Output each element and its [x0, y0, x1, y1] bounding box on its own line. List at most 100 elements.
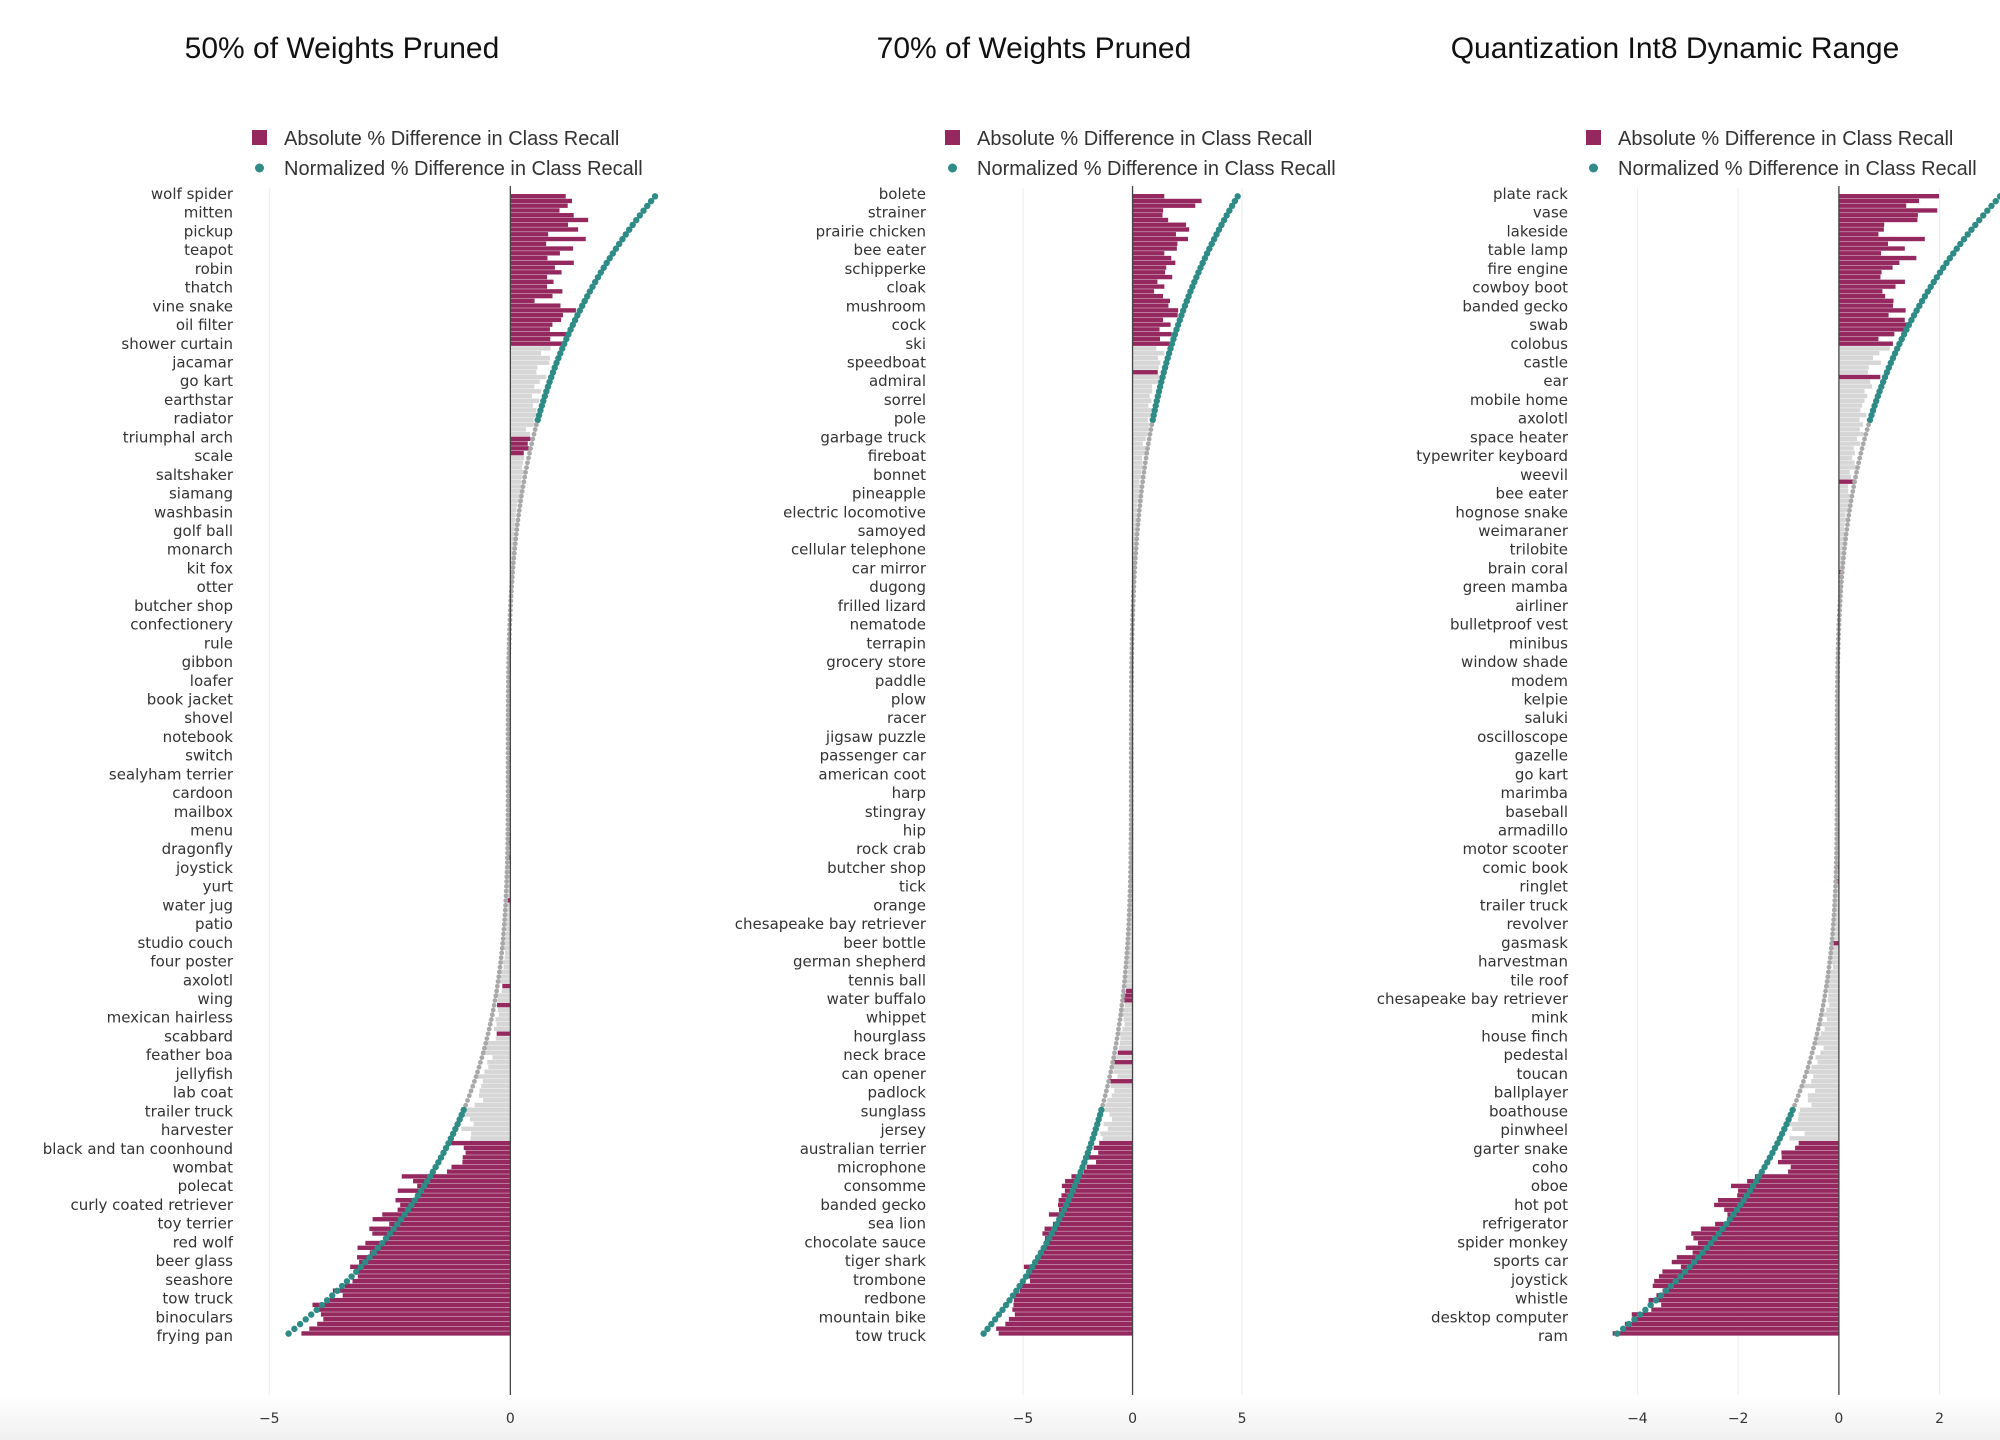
point-normalized[interactable]	[1108, 1069, 1114, 1075]
point-normalized[interactable]	[503, 888, 509, 894]
bar-absolute[interactable]	[413, 1178, 511, 1184]
point-normalized[interactable]	[576, 307, 583, 314]
bar-absolute[interactable]	[510, 251, 560, 256]
bar-absolute[interactable]	[1648, 1297, 1839, 1303]
point-normalized[interactable]	[1112, 1050, 1117, 1056]
point-normalized[interactable]	[506, 669, 511, 675]
point-normalized[interactable]	[1813, 1036, 1819, 1042]
point-normalized[interactable]	[1069, 1187, 1076, 1195]
point-normalized[interactable]	[1832, 888, 1838, 894]
point-normalized[interactable]	[597, 269, 605, 276]
bar-absolute[interactable]	[1013, 1293, 1133, 1298]
bar-absolute[interactable]	[1132, 460, 1143, 465]
point-normalized[interactable]	[454, 1121, 461, 1128]
bar-absolute[interactable]	[510, 217, 589, 223]
bar-absolute[interactable]	[1064, 1188, 1133, 1193]
bar-absolute[interactable]	[1061, 1183, 1133, 1189]
point-normalized[interactable]	[313, 1306, 320, 1314]
point-normalized[interactable]	[505, 703, 511, 708]
point-normalized[interactable]	[1690, 1259, 1698, 1266]
point-normalized[interactable]	[1013, 1287, 1020, 1294]
bar-absolute[interactable]	[1838, 436, 1857, 442]
bar-absolute[interactable]	[1826, 1017, 1839, 1022]
bar-absolute[interactable]	[1685, 1245, 1839, 1250]
point-normalized[interactable]	[498, 955, 504, 961]
bar-absolute[interactable]	[1835, 912, 1839, 917]
point-normalized[interactable]	[505, 788, 511, 794]
point-normalized[interactable]	[1127, 898, 1133, 904]
point-normalized[interactable]	[530, 436, 536, 442]
point-normalized[interactable]	[1151, 407, 1158, 414]
point-normalized[interactable]	[1127, 879, 1133, 884]
bar-absolute[interactable]	[510, 450, 524, 456]
bar-absolute[interactable]	[1838, 474, 1851, 480]
bar-absolute[interactable]	[473, 1121, 511, 1127]
point-normalized[interactable]	[1743, 1192, 1750, 1199]
bar-absolute[interactable]	[1132, 465, 1143, 470]
point-normalized[interactable]	[1119, 1002, 1125, 1008]
point-normalized[interactable]	[513, 531, 519, 537]
bar-absolute[interactable]	[507, 898, 511, 903]
bar-absolute[interactable]	[510, 336, 551, 342]
point-normalized[interactable]	[366, 1254, 373, 1261]
legend-label-normalized[interactable]: Normalized % Difference in Class Recall	[1618, 158, 1977, 180]
point-normalized[interactable]	[479, 1055, 485, 1061]
point-normalized[interactable]	[1118, 1007, 1124, 1013]
point-normalized[interactable]	[1924, 288, 1931, 295]
point-normalized[interactable]	[1699, 1249, 1706, 1256]
point-normalized[interactable]	[502, 917, 508, 923]
bar-absolute[interactable]	[477, 1074, 511, 1079]
bar-absolute[interactable]	[1838, 370, 1868, 375]
bar-absolute[interactable]	[1058, 1198, 1133, 1203]
point-normalized[interactable]	[1837, 603, 1843, 608]
bar-absolute[interactable]	[1815, 1088, 1839, 1093]
bar-absolute[interactable]	[510, 198, 573, 204]
legend-label-absolute[interactable]: Absolute % Difference in Class Recall	[1618, 128, 1953, 150]
point-normalized[interactable]	[1152, 402, 1159, 409]
bar-absolute[interactable]	[1800, 1107, 1839, 1112]
point-normalized[interactable]	[493, 993, 499, 999]
point-normalized[interactable]	[494, 988, 499, 994]
point-normalized[interactable]	[1100, 1102, 1106, 1108]
point-normalized[interactable]	[1062, 1201, 1070, 1209]
point-normalized[interactable]	[475, 1069, 480, 1075]
bar-absolute[interactable]	[1838, 293, 1886, 299]
bar-absolute[interactable]	[1838, 251, 1882, 256]
bar-absolute[interactable]	[1114, 1088, 1133, 1093]
bar-absolute[interactable]	[471, 1131, 511, 1136]
point-normalized[interactable]	[492, 998, 498, 1003]
bar-absolute[interactable]	[1132, 232, 1176, 237]
bar-absolute[interactable]	[1828, 974, 1839, 979]
point-normalized[interactable]	[1037, 1249, 1045, 1256]
bar-absolute[interactable]	[1132, 446, 1148, 451]
point-normalized[interactable]	[1722, 1220, 1730, 1228]
bar-absolute[interactable]	[397, 1188, 511, 1193]
legend-label-absolute[interactable]: Absolute % Difference in Class Recall	[284, 128, 619, 150]
point-normalized[interactable]	[1213, 231, 1220, 238]
bar-absolute[interactable]	[510, 360, 550, 365]
point-normalized[interactable]	[505, 764, 511, 770]
point-normalized[interactable]	[338, 1282, 346, 1290]
bar-absolute[interactable]	[1132, 512, 1137, 518]
point-normalized[interactable]	[1719, 1225, 1726, 1233]
bar-absolute[interactable]	[484, 1050, 511, 1055]
bar-absolute[interactable]	[497, 1002, 511, 1008]
bar-absolute[interactable]	[1102, 1136, 1133, 1141]
bar-absolute[interactable]	[1132, 508, 1140, 513]
point-normalized[interactable]	[1795, 1093, 1801, 1099]
point-normalized[interactable]	[504, 864, 510, 870]
point-normalized[interactable]	[995, 1311, 1003, 1318]
point-normalized[interactable]	[501, 922, 507, 927]
point-normalized[interactable]	[1667, 1282, 1675, 1290]
bar-absolute[interactable]	[1038, 1255, 1133, 1260]
bar-absolute[interactable]	[1127, 945, 1133, 951]
point-normalized[interactable]	[1845, 517, 1851, 523]
point-normalized[interactable]	[1930, 278, 1937, 286]
bar-absolute[interactable]	[1132, 312, 1178, 318]
bar-absolute[interactable]	[1671, 1259, 1839, 1265]
bar-absolute[interactable]	[1691, 1231, 1839, 1236]
bar-absolute[interactable]	[1838, 427, 1860, 432]
point-normalized[interactable]	[1820, 1002, 1826, 1008]
bar-absolute[interactable]	[1795, 1145, 1839, 1151]
bar-absolute[interactable]	[1013, 1297, 1133, 1303]
